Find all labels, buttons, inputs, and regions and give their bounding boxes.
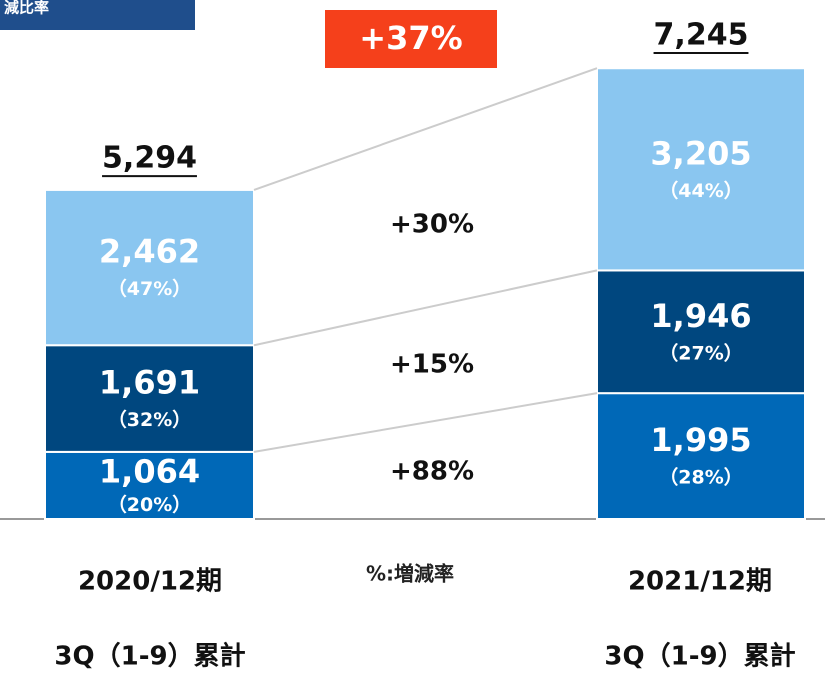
- bar-segment: [596, 392, 806, 520]
- share-label: （28%）: [659, 466, 742, 489]
- value-label: 2,462: [99, 233, 200, 271]
- bar-segment: [44, 450, 255, 520]
- value-label: 3,205: [650, 134, 751, 172]
- total-label: 5,294: [102, 141, 197, 176]
- bar-segment: [44, 344, 255, 453]
- value-label: 1,064: [99, 452, 200, 490]
- corner-label: 減比率: [4, 0, 49, 17]
- connector: [253, 392, 598, 453]
- share-label: （47%）: [108, 277, 191, 300]
- x-tick-sublabel: 3Q（1-9）累計: [54, 641, 245, 672]
- x-tick-sublabel: 3Q（1-9）累計: [604, 641, 795, 672]
- share-label: （27%）: [659, 341, 742, 364]
- x-tick-label: 2020/12期: [78, 567, 222, 597]
- total-label: 7,245: [654, 18, 749, 53]
- total-growth-box: [325, 10, 497, 68]
- corner-box: [0, 0, 195, 30]
- share-label: （20%）: [108, 493, 191, 516]
- connector: [253, 269, 598, 347]
- share-label: （44%）: [659, 179, 742, 202]
- growth-label: +15%: [390, 350, 474, 380]
- note: %:増減率: [366, 562, 454, 586]
- value-label: 1,691: [99, 364, 200, 402]
- value-label: 1,946: [650, 297, 751, 335]
- share-label: （32%）: [108, 408, 191, 431]
- x-tick-label: 2021/12期: [628, 567, 772, 597]
- connector: [253, 67, 598, 191]
- growth-label: +88%: [390, 457, 474, 487]
- value-label: 1,995: [650, 421, 751, 459]
- bar-segment: [596, 67, 806, 272]
- bar-segment: [596, 269, 806, 395]
- bar-segment: [44, 188, 255, 347]
- total-growth-label: +37%: [359, 19, 462, 57]
- growth-label: +30%: [390, 210, 474, 240]
